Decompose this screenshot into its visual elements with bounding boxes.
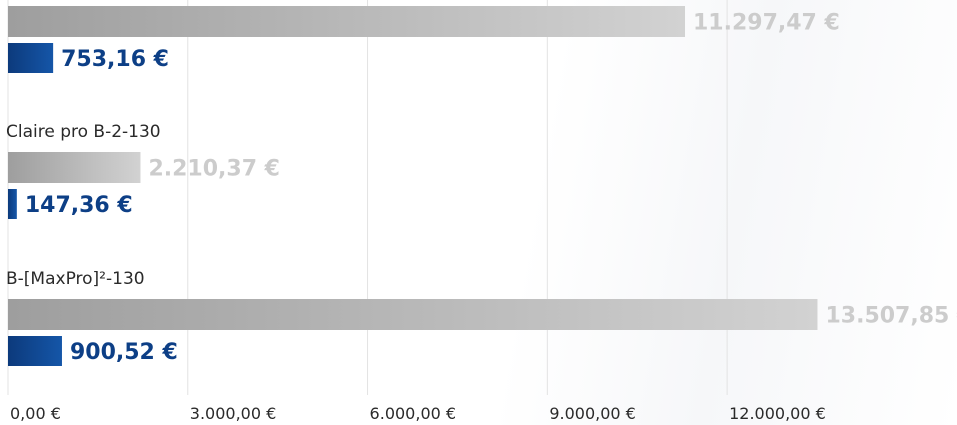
category-label: Claire pro B-2-130 (6, 122, 161, 142)
x-tick-label: 3.000,00 € (190, 404, 277, 423)
data-label-series-1: 11.297,47 € (693, 11, 840, 36)
data-label-series-2: 753,16 € (61, 47, 169, 72)
bar-series-2 (8, 43, 54, 73)
bar-series-1 (8, 299, 818, 330)
bar-series-1 (8, 6, 686, 37)
x-tick-label: 6.000,00 € (370, 404, 457, 423)
bar-series-1 (8, 152, 141, 183)
bar-series-2 (8, 189, 17, 219)
bars (8, 6, 818, 366)
labels: 0,00 € 3.000,00 € 6.000,00 € 9.000,00 € 12.0… (6, 11, 957, 424)
data-label-series-1: 2.210,37 € (148, 157, 280, 182)
data-label-series-2: 900,52 € (70, 340, 178, 365)
bar-series-2 (8, 336, 62, 366)
x-tick-label: 9.000,00 € (549, 404, 636, 423)
category-label: B-[MaxPro]²-130 (6, 269, 145, 289)
data-label-series-1: 13.507,85 € (825, 304, 957, 329)
data-label-series-2: 147,36 € (25, 193, 133, 218)
x-tick-label: 12.000,00 € (729, 404, 826, 423)
x-tick-label: 0,00 € (10, 404, 61, 423)
